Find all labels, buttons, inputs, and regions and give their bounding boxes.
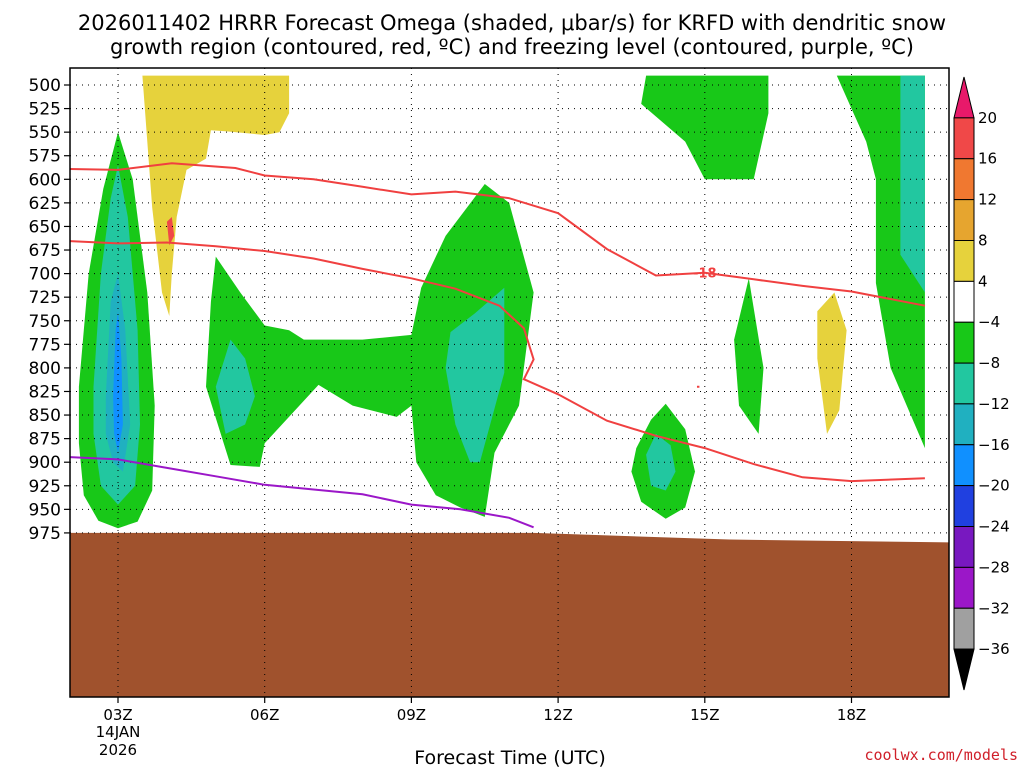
colorbar-segment	[953, 76, 975, 119]
dgz-contour-lower	[70, 240, 925, 483]
colorbar-segment	[953, 321, 975, 364]
colorbar-label: −16	[978, 436, 1010, 454]
colorbar-label: −32	[978, 599, 1010, 617]
colorbar-segment	[953, 362, 975, 405]
y-tick-label: 775	[29, 335, 61, 355]
omega-region-12	[641, 75, 769, 180]
omega-region-7	[215, 339, 255, 434]
colorbar-segment	[953, 485, 975, 528]
colorbar-segment	[953, 444, 975, 487]
omega-region-14	[900, 75, 925, 293]
y-tick-label: 725	[29, 288, 61, 308]
colorbar-segment	[953, 607, 975, 650]
x-tick-label: 06Z	[250, 706, 279, 724]
colorbar-label: 12	[978, 191, 997, 209]
contour-label: -18	[693, 267, 717, 282]
y-tick-label: 500	[29, 76, 61, 96]
colorbar-segment	[953, 280, 975, 323]
colorbar-label: −24	[978, 518, 1010, 536]
chart-title-line2: growth region (contoured, red, ºC) and f…	[110, 35, 914, 59]
y-tick-label: 700	[29, 265, 61, 285]
colorbar-label: 20	[978, 109, 997, 127]
colorbar-segment	[953, 648, 975, 691]
y-axis: 500 525 550 575 600 625 650 675 700 725 750 775 800 8…	[29, 76, 70, 544]
colorbar-segment	[953, 199, 975, 241]
y-tick-label: 975	[29, 524, 61, 544]
colorbar-label: −12	[978, 395, 1010, 413]
y-tick-label: 800	[29, 359, 61, 379]
colorbar-label: −28	[978, 558, 1010, 576]
freezing-level-contour	[70, 456, 534, 529]
colorbar-label: 8	[978, 231, 988, 249]
colorbar-label: 16	[978, 150, 997, 168]
date-label-year: 2026	[99, 741, 137, 759]
plot-content: -18	[70, 68, 949, 697]
omega-region-8	[445, 287, 505, 463]
y-tick-label: 950	[29, 500, 61, 520]
date-label-day: 14JAN	[96, 723, 141, 741]
y-tick-label: 875	[29, 430, 61, 450]
omega-region-10	[646, 433, 676, 491]
plot-area: -18	[69, 67, 950, 698]
credit-text: coolwx.com/models	[864, 746, 1018, 764]
colorbar-label: −8	[978, 354, 1000, 372]
omega-region-15	[817, 292, 847, 434]
y-tick-label: 550	[29, 123, 61, 143]
plot-frame	[69, 67, 950, 698]
omega-region-4	[142, 75, 290, 316]
x-tick-label: 18Z	[837, 706, 866, 724]
y-tick-label: 850	[29, 406, 61, 426]
colorbar-segment	[953, 526, 975, 568]
y-tick-label: 675	[29, 241, 61, 261]
y-tick-label: 575	[29, 147, 61, 167]
y-tick-label: 925	[29, 477, 61, 497]
colorbar-segment	[953, 239, 975, 282]
dgz-contour-upper	[70, 162, 926, 307]
y-tick-label: 650	[29, 217, 61, 237]
colorbar-segment	[953, 158, 975, 201]
terrain	[70, 532, 949, 697]
colorbar-label: −36	[978, 640, 1010, 658]
colorbar-segment	[953, 403, 975, 446]
x-tick-label: 12Z	[543, 706, 572, 724]
colorbar-label: 4	[978, 272, 988, 290]
y-tick-label: 750	[29, 312, 61, 332]
y-tick-label: 825	[29, 382, 61, 402]
colorbar-segment	[953, 117, 975, 160]
y-tick-label: 625	[29, 194, 61, 214]
x-axis-label: Forecast Time (UTC)	[414, 747, 605, 768]
colorbar-label: −20	[978, 477, 1010, 495]
y-tick-label: 525	[29, 100, 61, 120]
y-tick-label: 600	[29, 170, 61, 190]
omega-region-6	[206, 184, 534, 517]
x-tick-label: 03Z	[103, 706, 132, 724]
colorbar-label: −4	[978, 313, 1000, 331]
omega-region-11	[734, 278, 764, 434]
chart-title-line1: 2026011402 HRRR Forecast Omega (shaded, …	[78, 11, 946, 35]
x-tick-label: 15Z	[690, 706, 719, 724]
y-tick-label: 900	[29, 453, 61, 473]
omega-region-5	[166, 217, 175, 246]
colorbar: 20 16 12 8 4 −4 −8 −12 −16 −20 −24 −28 −32 −36	[953, 76, 1010, 691]
x-tick-label: 09Z	[397, 706, 426, 724]
colorbar-segment	[953, 566, 975, 609]
x-axis: 03Z 06Z 09Z 12Z 15Z 18Z	[103, 697, 866, 724]
omega-region-3	[113, 311, 123, 453]
